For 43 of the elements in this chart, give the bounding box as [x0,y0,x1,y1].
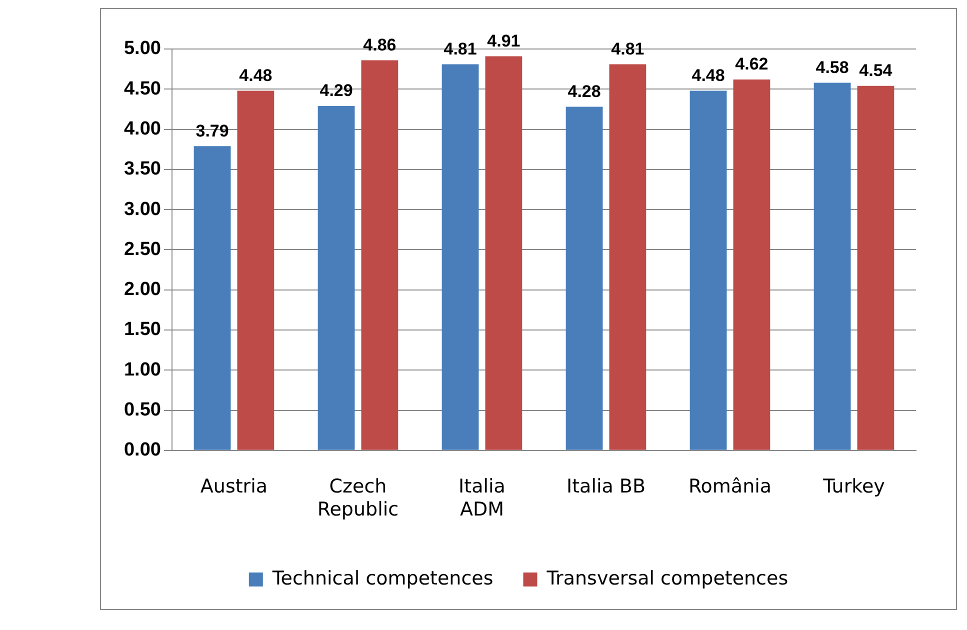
y-tick-label: 0.50 [124,399,161,420]
y-tick-label: 3.50 [124,158,161,180]
y-tick-label: 2.00 [124,279,161,300]
data-label: 4.91 [487,31,520,50]
y-tick-label: 1.50 [124,319,161,340]
data-label: 4.58 [816,58,849,77]
bar [609,64,646,450]
bar [690,90,727,450]
bar [733,80,770,450]
x-tick-label: Italia BB [566,476,646,498]
bar [361,60,398,450]
bar [857,86,894,450]
bar [194,146,231,450]
x-tick-label: Turkey [822,476,885,498]
bar [318,106,355,450]
data-label: 4.86 [363,35,396,54]
data-label: 4.62 [735,54,768,74]
data-label: 4.28 [568,82,601,101]
data-label: 4.48 [692,66,725,85]
bar [814,82,851,450]
y-tick-label: 4.00 [124,118,161,140]
y-tick-label: 4.50 [124,78,161,100]
legend-label: Technical competences [271,567,494,590]
data-label: 4.48 [239,66,272,85]
y-tick-label: 5.00 [124,38,161,60]
y-tick-label: 1.00 [124,359,161,380]
legend-label: Transversal competences [546,567,788,590]
x-tick-label: România [688,476,772,498]
y-tick-label: 0.00 [124,440,161,461]
bar [442,64,479,450]
x-tick-label: Italia ADM [458,476,506,521]
y-tick-label: 3.00 [124,198,161,220]
data-label: 4.29 [320,81,353,100]
y-tick-label: 2.50 [124,238,161,260]
data-label: 4.81 [611,39,644,58]
x-tick-label: Austria [200,476,268,498]
bar [237,90,274,450]
bar [566,106,603,450]
data-label: 4.54 [859,61,893,80]
bar [485,56,522,450]
data-label: 3.79 [196,121,229,140]
x-tick-label: Czech Republic [317,476,399,521]
data-label: 4.81 [444,39,477,58]
